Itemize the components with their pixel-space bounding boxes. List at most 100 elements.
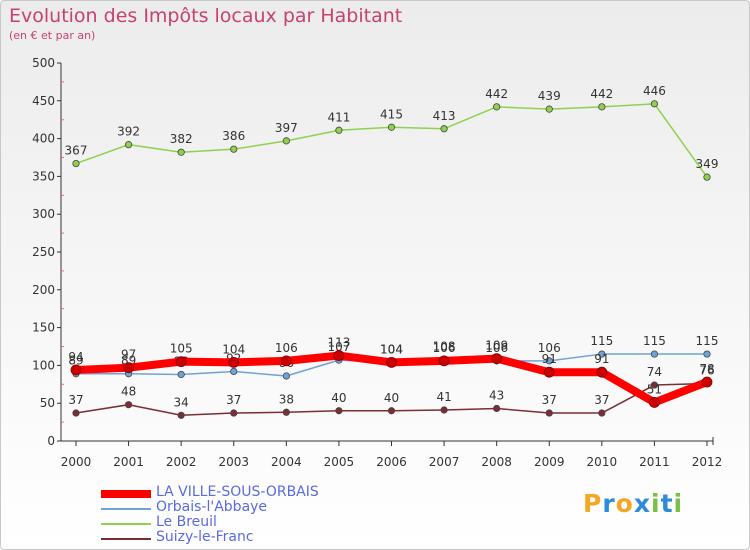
legend-swatch [101, 523, 151, 525]
data-point [72, 159, 80, 168]
data-label: 106 [275, 341, 298, 355]
logo-letter: P [583, 489, 603, 518]
data-label: 40 [384, 391, 399, 405]
data-point [282, 372, 290, 380]
data-point [333, 350, 345, 361]
data-point [228, 356, 240, 368]
x-tick-label: 2002 [166, 455, 197, 469]
y-tick-label: 400 [32, 132, 55, 146]
data-label: 34 [174, 395, 189, 409]
data-label: 109 [485, 339, 508, 353]
chart-subtitle: (en € et par an) [9, 29, 96, 42]
data-point [177, 411, 185, 419]
data-label: 104 [222, 342, 245, 356]
y-tick-label: 0 [47, 434, 55, 448]
data-point [230, 145, 238, 153]
x-tick-label: 2009 [534, 455, 565, 469]
data-point [650, 100, 659, 108]
data-label: 382 [170, 132, 193, 146]
y-tick-label: 50 [40, 396, 55, 410]
data-label: 94 [68, 350, 83, 364]
data-point [177, 148, 185, 156]
data-point [335, 407, 343, 415]
logo-letter: i [651, 489, 661, 518]
legend-label: Orbais-l'Abbaye [156, 499, 268, 515]
y-tick-label: 150 [32, 321, 55, 335]
logo-letter: x [633, 489, 651, 518]
data-label: 446 [643, 84, 666, 98]
data-point [124, 141, 133, 149]
data-point [543, 366, 555, 378]
data-label: 43 [489, 388, 504, 402]
data-point [230, 409, 238, 417]
data-point [491, 353, 503, 364]
data-label: 37 [226, 393, 241, 407]
data-point [335, 126, 343, 134]
data-label: 105 [170, 342, 193, 356]
data-point [386, 356, 397, 368]
data-point [545, 357, 553, 365]
data-point [230, 367, 238, 376]
data-label: 367 [65, 144, 88, 158]
data-point [72, 409, 80, 417]
data-point [545, 105, 553, 113]
logo-letter: r [602, 489, 616, 518]
chart-title: Evolution des Impôts locaux par Habitant [9, 5, 403, 27]
data-label: 439 [538, 89, 561, 103]
data-label: 397 [275, 121, 298, 135]
data-label: 115 [590, 334, 613, 348]
legend-swatch [101, 508, 151, 510]
data-label: 89 [68, 354, 83, 368]
data-label: 106 [433, 341, 456, 355]
x-tick-label: 2001 [113, 455, 144, 469]
data-label: 415 [380, 107, 403, 121]
x-tick-label: 2003 [218, 455, 249, 469]
data-point [440, 406, 448, 414]
legend-swatch [101, 490, 151, 498]
data-label: 37 [68, 393, 83, 407]
data-label: 386 [222, 129, 245, 143]
data-point [438, 355, 450, 367]
data-label: 37 [594, 393, 609, 407]
data-point [703, 350, 711, 358]
data-label: 41 [436, 390, 451, 404]
data-point [387, 123, 396, 131]
y-tick-label: 200 [32, 283, 55, 297]
data-point [387, 407, 396, 415]
y-tick-label: 300 [32, 207, 55, 221]
legend-swatch [101, 538, 151, 540]
data-label: 413 [433, 109, 456, 123]
data-label: 40 [331, 391, 346, 405]
x-tick-label: 2005 [324, 455, 355, 469]
logo-letter: o [615, 489, 634, 518]
data-point [598, 350, 606, 358]
data-point [649, 397, 660, 408]
data-label: 113 [327, 336, 350, 350]
x-tick-label: 2006 [376, 455, 407, 469]
x-tick-label: 2004 [271, 455, 302, 469]
data-point [650, 350, 659, 358]
data-label: 104 [380, 342, 403, 356]
data-point [703, 173, 711, 181]
data-point [493, 404, 501, 413]
data-label: 78 [699, 362, 714, 376]
data-point [701, 376, 713, 388]
data-label: 115 [643, 334, 666, 348]
data-label: 115 [696, 334, 719, 348]
data-point [282, 137, 290, 145]
x-tick-label: 2008 [481, 455, 512, 469]
data-point [650, 381, 659, 389]
data-point [545, 409, 553, 417]
data-label: 392 [117, 125, 140, 139]
x-tick-label: 2011 [639, 455, 670, 469]
proxiti-logo: Proxiti [583, 489, 683, 518]
y-tick-label: 500 [32, 56, 55, 70]
data-label: 97 [121, 348, 136, 362]
data-label: 106 [485, 341, 508, 355]
y-tick-label: 450 [32, 94, 55, 108]
data-point [493, 103, 501, 111]
data-label: 349 [696, 157, 719, 171]
x-tick-label: 2010 [587, 455, 618, 469]
data-label: 108 [433, 339, 456, 353]
